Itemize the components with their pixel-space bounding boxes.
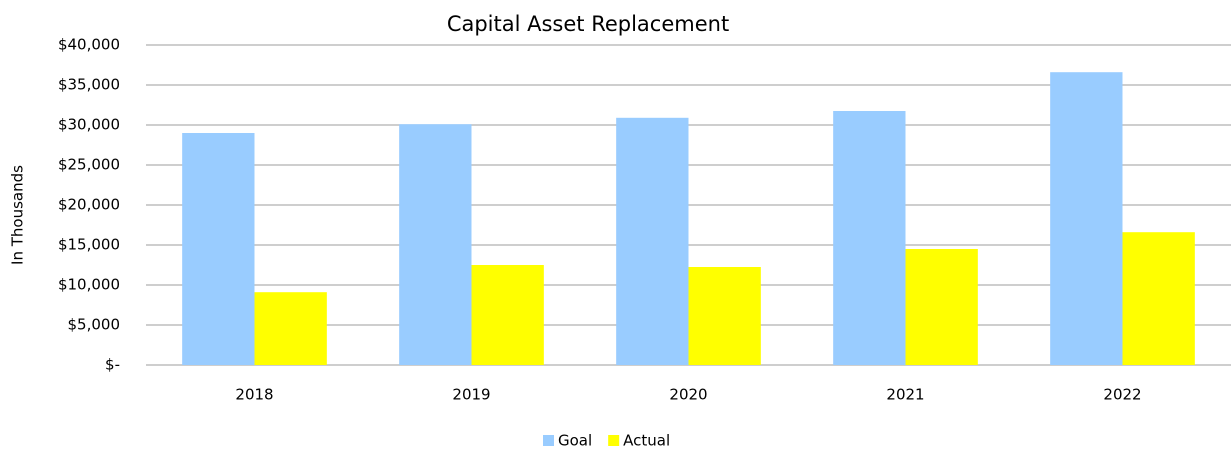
x-tick-label: 2018 <box>235 386 273 404</box>
bar <box>1050 72 1123 365</box>
legend-swatch <box>543 435 554 446</box>
legend-label: Goal <box>558 432 592 450</box>
y-axis-label: In Thousands <box>9 165 27 265</box>
bar <box>616 117 689 365</box>
x-tick-label: 2019 <box>452 386 490 404</box>
bar <box>905 249 978 365</box>
legend-label: Actual <box>623 432 670 450</box>
x-tick-label: 2020 <box>669 386 707 404</box>
bar <box>688 267 761 365</box>
bar <box>182 133 255 365</box>
y-tick-label: $20,000 <box>58 196 120 214</box>
bar <box>399 124 472 365</box>
bar <box>1122 232 1195 365</box>
legend-swatch <box>608 435 620 446</box>
y-tick-label: $30,000 <box>58 116 120 134</box>
bar <box>254 292 327 365</box>
bar <box>471 265 544 365</box>
x-tick-label: 2022 <box>1103 386 1141 404</box>
y-tick-label: $5,000 <box>68 316 121 334</box>
y-tick-label: $15,000 <box>58 236 120 254</box>
bar <box>833 111 906 365</box>
y-tick-label: $35,000 <box>58 76 120 94</box>
y-tick-label: $25,000 <box>58 156 120 174</box>
y-tick-label: $40,000 <box>58 36 120 54</box>
chart-title: Capital Asset Replacement <box>447 12 729 36</box>
y-tick-label: $10,000 <box>58 276 120 294</box>
x-tick-label: 2021 <box>886 386 924 404</box>
y-tick-label: $- <box>105 356 120 374</box>
